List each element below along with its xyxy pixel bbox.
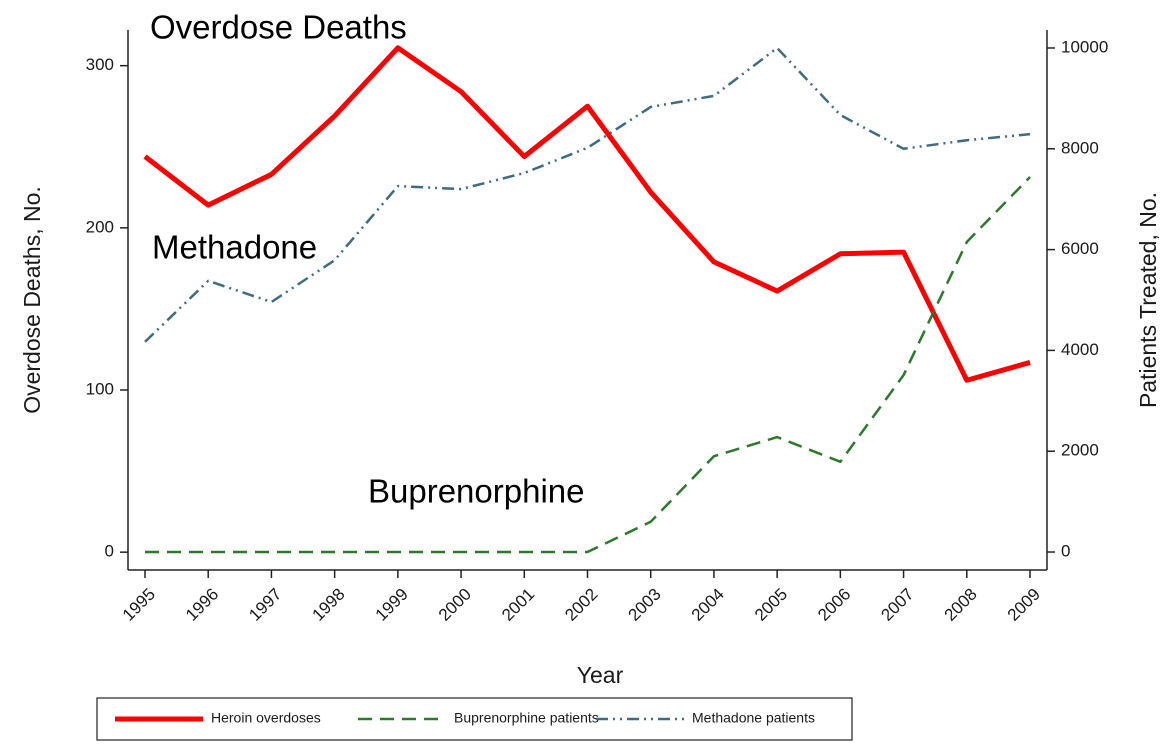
x-tick-label: 2003 xyxy=(625,585,665,625)
y2-axis-label: Patients Treated, No. xyxy=(1135,192,1161,408)
y2-tick-label: 2000 xyxy=(1061,441,1099,460)
y-tick-label: 300 xyxy=(86,55,114,74)
x-axis-label: Year xyxy=(577,662,624,688)
x-tick-label: 1996 xyxy=(182,585,222,625)
x-tick-label: 1997 xyxy=(245,585,285,625)
y2-tick-label: 4000 xyxy=(1061,340,1099,359)
annotation: Buprenorphine xyxy=(368,473,585,510)
legend-label: Heroin overdoses xyxy=(211,710,321,726)
series-line xyxy=(143,45,1031,383)
legend-label: Methadone patients xyxy=(692,710,815,726)
y2-tick-label: 6000 xyxy=(1061,239,1099,258)
x-tick-label: 1999 xyxy=(372,585,412,625)
y2-tick-label: 8000 xyxy=(1061,138,1099,157)
x-tick-label: 2002 xyxy=(561,585,601,625)
y-tick-label: 100 xyxy=(86,379,114,398)
x-tick-label: 2004 xyxy=(688,585,728,625)
y-axis-label: Overdose Deaths, No. xyxy=(19,186,45,414)
legend-label: Buprenorphine patients xyxy=(454,710,599,726)
y2-tick-label: 0 xyxy=(1061,541,1070,560)
y-tick-label: 200 xyxy=(86,217,114,236)
x-tick-label: 2009 xyxy=(1004,585,1044,625)
y2-tick-label: 10000 xyxy=(1061,37,1108,56)
x-tick-label: 2008 xyxy=(941,585,981,625)
x-tick-label: 2006 xyxy=(814,585,854,625)
x-tick-label: 2005 xyxy=(751,585,791,625)
x-tick-label: 2000 xyxy=(435,585,475,625)
x-tick-label: 1995 xyxy=(119,585,159,625)
y-tick-label: 0 xyxy=(105,542,114,561)
x-tick-label: 2007 xyxy=(877,585,917,625)
annotation: Overdose Deaths xyxy=(150,9,407,46)
annotation: Methadone xyxy=(152,229,317,266)
x-tick-label: 2001 xyxy=(498,585,538,625)
legend-box xyxy=(96,697,853,741)
series-line xyxy=(145,176,1031,554)
series-line xyxy=(144,46,1031,343)
x-tick-label: 1998 xyxy=(308,585,348,625)
